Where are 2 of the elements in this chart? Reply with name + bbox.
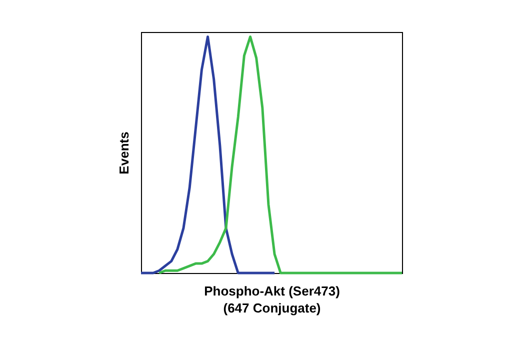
x-axis-title: Phospho-Akt (Ser473) (647 Conjugate) (204, 284, 340, 316)
y-axis-title: Events (116, 132, 132, 174)
